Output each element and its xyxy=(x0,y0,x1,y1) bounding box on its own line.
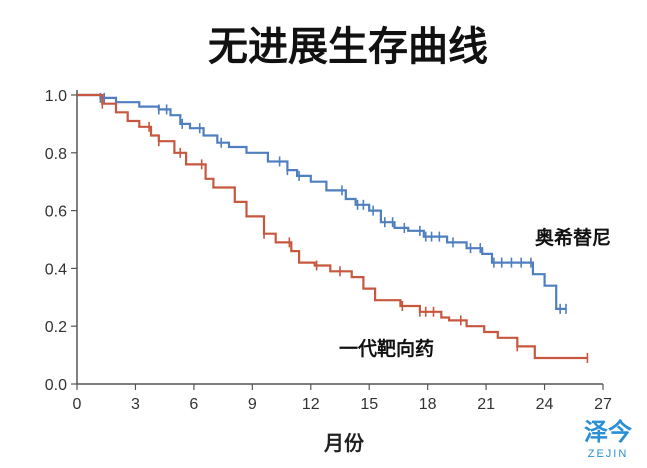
x-tick-label: 27 xyxy=(594,396,612,413)
zejin-logo: 泽今 ZEJIN xyxy=(584,418,632,460)
y-tick-label: 0.8 xyxy=(45,146,67,163)
x-tick-label: 3 xyxy=(131,396,140,413)
x-tick-label: 15 xyxy=(360,396,378,413)
x-tick-label: 18 xyxy=(419,396,437,413)
chart-title: 无进展生存曲线 xyxy=(208,24,488,70)
x-tick-label: 12 xyxy=(302,396,320,413)
y-tick-label: 0.6 xyxy=(45,204,67,221)
y-axis-ticks: 0.0 0.2 0.4 0.6 0.8 1.0 xyxy=(45,88,77,394)
x-tick-label: 21 xyxy=(477,396,495,413)
series-1 xyxy=(77,93,589,363)
x-tick-label: 24 xyxy=(536,396,554,413)
series-0 xyxy=(77,92,567,314)
y-tick-label: 0.4 xyxy=(45,261,67,278)
x-axis-label: 月份 xyxy=(323,431,365,455)
y-tick-label: 1.0 xyxy=(45,88,67,105)
logo-subtext: ZEJIN xyxy=(588,448,629,460)
x-axis-ticks: 0 3 6 9 12 15 18 21 24 27 xyxy=(73,384,612,413)
series-label-osimertinib: 奥希替尼 xyxy=(535,226,611,249)
y-tick-label: 0.0 xyxy=(45,377,67,394)
x-tick-label: 0 xyxy=(73,396,82,413)
logo-text: 泽今 xyxy=(584,418,632,446)
y-tick-label: 0.2 xyxy=(45,319,67,336)
x-tick-label: 9 xyxy=(248,396,257,413)
x-tick-label: 6 xyxy=(189,396,198,413)
series-label-first-gen: 一代靶向药 xyxy=(339,337,434,360)
series-layer xyxy=(77,92,589,363)
series-line xyxy=(77,93,588,360)
